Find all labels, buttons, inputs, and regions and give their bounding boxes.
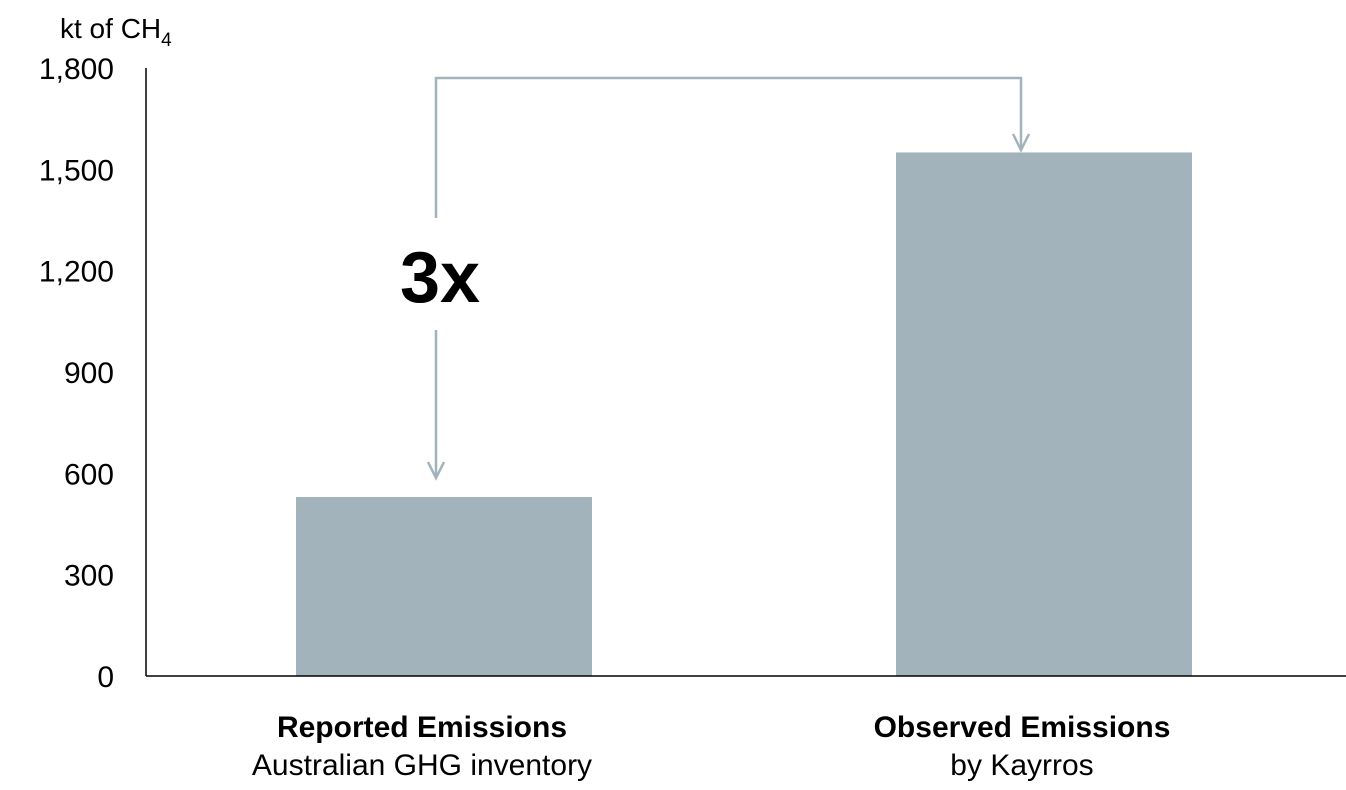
y-tick-label: 300 — [64, 560, 114, 593]
y-tick-label: 1,500 — [39, 154, 114, 187]
category-title: Observed Emissions — [874, 711, 1171, 744]
connector-arrowhead-reported — [426, 461, 446, 481]
category-title: Reported Emissions — [277, 711, 567, 744]
y-axis-tick-labels: 0 300 600 900 1,200 1,500 1,800 — [39, 53, 114, 694]
y-tick-label: 1,200 — [39, 256, 114, 289]
connector-arrowhead-observed — [1011, 133, 1031, 153]
bars — [296, 152, 1192, 676]
category-subtitle: Australian GHG inventory — [252, 749, 592, 782]
y-axis-unit-label: kt of CH4 — [60, 13, 172, 51]
y-tick-label: 900 — [64, 357, 114, 390]
bar-reported-emissions — [296, 496, 592, 676]
connector-line-top — [434, 76, 1023, 218]
y-tick-label: 1,800 — [39, 53, 114, 86]
y-tick-label: 0 — [97, 661, 114, 694]
y-tick-label: 600 — [64, 458, 114, 491]
ratio-annotation: 3x — [400, 238, 480, 318]
x-axis-category-labels: Reported Emissions Australian GHG invento… — [252, 711, 1170, 782]
comparison-connector — [426, 76, 1031, 481]
bar-observed-emissions — [896, 152, 1192, 676]
category-subtitle: by Kayrros — [950, 749, 1093, 782]
